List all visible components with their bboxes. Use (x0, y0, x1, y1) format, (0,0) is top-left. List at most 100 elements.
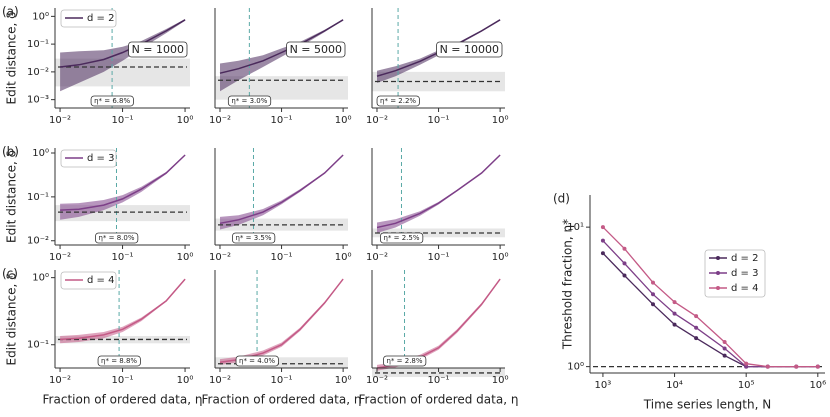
x-tick-label: 10⁻² (209, 252, 231, 263)
legend-box (60, 9, 117, 28)
panel-label: (d) (553, 192, 570, 206)
series-line (219, 19, 344, 74)
point (744, 361, 749, 366)
legend-label: d = 4 (731, 283, 758, 294)
point (672, 322, 677, 327)
y-tick-label: 10⁰ (32, 148, 49, 159)
panel: 10⁻² 10⁻¹ 10⁰ N = 10000 η* = 2.2% (366, 8, 509, 126)
x-tick-label: 10⁻² (366, 252, 388, 263)
threshold-label: η* = 8.8% (101, 357, 137, 365)
point (694, 314, 699, 319)
point (622, 246, 627, 251)
x-tick-label: 10⁻² (209, 115, 231, 126)
annotation: N = 10000 (440, 43, 499, 56)
x-tick-label: 10⁻² (49, 375, 71, 386)
point (722, 353, 727, 358)
series-line (219, 278, 344, 363)
error-band (60, 154, 186, 220)
y-axis-label: Threshold fraction, η* (561, 219, 575, 350)
threshold-label: η* = 8.0% (98, 234, 134, 242)
baseline-band (372, 368, 505, 378)
x-tick-label: 10⁴ (666, 380, 683, 391)
panel: 10³ 10⁴ 10⁵ 10⁶ 10⁰ 10¹ (d) Threshold fraction,… (553, 192, 826, 412)
annotation-box (128, 41, 188, 58)
panel-label: (c) (2, 267, 18, 281)
legend-label: d = 2 (87, 13, 114, 24)
baseline-band (372, 71, 505, 92)
legend-marker (716, 286, 720, 290)
panel: 10⁻² 10⁻¹ 10⁰ η* = 3.5% (209, 148, 352, 263)
x-tick-label: 10⁻¹ (271, 115, 293, 126)
point (765, 364, 770, 369)
threshold-label: η* = 2.8% (386, 357, 422, 365)
threshold-label-box (232, 232, 276, 244)
panel: 10⁻² 10⁻¹ 10⁰ 10⁻² 10⁻¹ 10⁰ (b)Edit distance, … (2, 145, 193, 264)
y-axis-label: Edit distance, δ (5, 150, 19, 243)
annotation: N = 5000 (290, 43, 342, 56)
threshold-label-box (383, 355, 427, 367)
annotation: N = 1000 (132, 43, 184, 56)
threshold-label: η* = 3.0% (231, 97, 267, 105)
x-tick-label: 10³ (595, 380, 612, 391)
error-band (220, 154, 344, 230)
point (722, 346, 727, 351)
y-tick-label: 10⁰ (32, 11, 49, 22)
x-tick-label: 10⁶ (809, 380, 826, 391)
baseline-band (372, 228, 505, 238)
baseline-band (215, 357, 348, 368)
legend-label: d = 3 (731, 268, 758, 279)
x-tick-label: 10⁰ (335, 115, 352, 126)
point (622, 261, 627, 266)
x-axis-label: Fraction of ordered data, η (202, 393, 362, 407)
annotation-box (436, 41, 503, 58)
point (694, 336, 699, 341)
point (600, 238, 605, 243)
x-axis-label: Fraction of ordered data, η (359, 393, 519, 407)
x-tick-label: 10⁻² (49, 115, 71, 126)
series-line (376, 154, 501, 229)
panel: 10⁻² 10⁻¹ 10⁰ 10⁻¹ 10⁰ (c)Edit distance, δ Fra… (2, 267, 202, 407)
point (650, 292, 655, 297)
x-tick-label: 10⁰ (177, 252, 194, 263)
x-tick-label: 10⁻² (366, 115, 388, 126)
x-tick-label: 10⁰ (492, 375, 509, 386)
x-tick-label: 10⁰ (492, 252, 509, 263)
point (744, 364, 749, 369)
x-tick-label: 10⁰ (177, 375, 194, 386)
x-tick-label: 10⁻¹ (112, 115, 134, 126)
annotation-box (286, 41, 346, 58)
y-tick-label: 10⁻¹ (27, 340, 49, 351)
x-tick-label: 10⁰ (335, 252, 352, 263)
threshold-label-box (376, 95, 420, 107)
legend-label: d = 4 (87, 275, 114, 286)
x-tick-label: 10⁻² (49, 252, 71, 263)
series-line (60, 19, 186, 68)
series-line (60, 154, 186, 211)
y-axis-label: Edit distance, δ (5, 12, 19, 105)
y-tick-label: 10⁰ (32, 273, 49, 284)
series-line (602, 226, 818, 368)
point (815, 364, 820, 369)
y-tick-label: 10⁻¹ (27, 39, 49, 50)
threshold-label: η* = 2.5% (383, 234, 419, 242)
x-tick-label: 10⁻¹ (112, 375, 134, 386)
x-tick-label: 10⁻¹ (112, 252, 134, 263)
y-tick-label: 10⁻² (27, 236, 49, 247)
threshold-label-box (380, 232, 424, 244)
threshold-label-box (227, 95, 272, 107)
legend-box (60, 271, 117, 290)
error-band (377, 154, 501, 233)
panel: 10⁻² 10⁻¹ 10⁰ Fraction of ordered data, η η*… (359, 270, 519, 407)
x-tick-label: 10⁰ (492, 115, 509, 126)
legend-box (60, 149, 117, 168)
x-axis-label: Time series length, N (643, 398, 771, 412)
series-line (376, 278, 501, 369)
x-tick-label: 10⁰ (177, 115, 194, 126)
point (650, 302, 655, 307)
legend-marker (716, 256, 720, 260)
legend-marker (716, 271, 720, 275)
x-tick-label: 10⁻¹ (428, 375, 450, 386)
point (794, 364, 799, 369)
x-tick-label: 10⁻¹ (428, 252, 450, 263)
